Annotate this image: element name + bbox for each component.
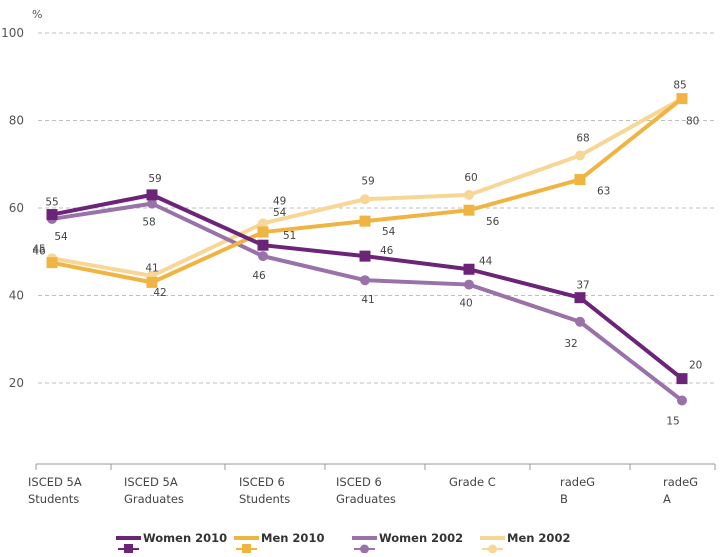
data-point-women-2010-1	[146, 189, 158, 201]
data-point-women-2002-6	[677, 395, 687, 406]
data-label-women-2010-1: 59	[148, 173, 161, 185]
legend-label-women-2010: Women 2010	[143, 531, 227, 545]
data-label-men-2002-2: 49	[273, 195, 286, 207]
legend-marker-men-2002	[488, 544, 497, 554]
data-point-men-2010-3	[359, 215, 371, 227]
data-label-men-2010-0: 45	[32, 244, 45, 256]
data-point-women-2010-5	[574, 292, 586, 304]
data-point-women-2002-3	[360, 275, 370, 286]
data-label-men-2010-5: 63	[597, 186, 610, 198]
data-point-men-2002-5	[575, 150, 585, 161]
legend-marker-men-2010	[242, 544, 251, 553]
data-label-women-2010-3: 46	[380, 245, 394, 257]
x-tick-label-1-1: Graduates	[124, 492, 184, 506]
data-point-men-2010-2	[257, 226, 269, 238]
data-point-women-2010-0	[46, 209, 58, 221]
data-label-men-2010-2: 54	[273, 207, 287, 219]
data-label-women-2002-1: 58	[142, 217, 155, 229]
data-label-women-2002-3: 41	[361, 294, 374, 306]
x-tick-label-3-1: Graduates	[336, 492, 396, 506]
data-label-men-2010-3: 54	[382, 226, 396, 238]
data-label-women-2010-4: 44	[479, 255, 493, 267]
legend-marker-women-2010	[124, 544, 133, 553]
data-point-women-2010-6	[676, 373, 688, 385]
x-tick-label-5-0: radeG	[560, 475, 595, 489]
data-point-men-2010-4	[463, 204, 475, 216]
x-tick-label-0-0: ISCED 5A	[28, 475, 82, 489]
data-label-men-2002-1: 42	[153, 287, 166, 299]
data-label-women-2002-6: 15	[666, 416, 679, 428]
legend-marker-women-2002	[360, 544, 369, 554]
data-label-men-2002-3: 59	[361, 175, 374, 187]
legend-label-women-2002: Women 2002	[379, 531, 463, 545]
data-label-women-2002-4: 40	[459, 298, 472, 310]
data-label-men-2002-6: 80	[686, 116, 699, 128]
data-label-women-2010-5: 37	[576, 280, 589, 292]
data-label-women-2010-0: 55	[45, 197, 58, 209]
data-label-men-2010-1: 41	[145, 262, 158, 274]
y-axis-label: %	[32, 8, 42, 21]
x-tick-label-4-0: Grade C	[449, 475, 496, 489]
data-label-men-2002-4: 60	[464, 172, 477, 184]
data-label-men-2002-0: 46	[32, 245, 46, 257]
data-point-women-2002-1	[147, 198, 157, 209]
x-tick-label-2-1: Students	[239, 492, 290, 506]
data-point-women-2002-2	[258, 251, 268, 262]
x-tick-label-2-0: ISCED 6	[239, 475, 285, 489]
legend-label-men-2010: Men 2010	[261, 531, 324, 545]
data-label-women-2010-6: 20	[689, 360, 702, 372]
x-tick-label-1-0: ISCED 5A	[124, 475, 178, 489]
y-tick-label-40: 40	[9, 289, 24, 303]
data-label-women-2010-2: 51	[283, 230, 296, 242]
y-tick-label-60: 60	[9, 201, 24, 215]
data-label-men-2010-6: 85	[673, 80, 686, 92]
data-label-women-2002-5: 32	[564, 338, 577, 350]
data-point-men-2010-6	[676, 93, 688, 105]
x-tick-label-6-0: radeG	[663, 475, 698, 489]
data-point-men-2010-5	[574, 174, 586, 186]
legend-label-men-2002: Men 2002	[507, 531, 570, 545]
x-tick-label-5-1: B	[560, 492, 568, 506]
data-point-women-2010-3	[359, 250, 371, 262]
data-label-men-2002-5: 68	[576, 133, 589, 145]
data-label-women-2002-2: 46	[252, 270, 266, 282]
data-point-women-2010-4	[463, 263, 475, 275]
y-tick-label-80: 80	[9, 114, 24, 128]
y-tick-label-100: 100	[1, 26, 24, 40]
data-point-women-2002-5	[575, 316, 585, 327]
data-point-men-2002-4	[464, 189, 474, 200]
data-point-men-2002-2	[258, 218, 268, 229]
y-tick-label-20: 20	[9, 376, 24, 390]
data-point-women-2002-4	[464, 279, 474, 290]
data-point-men-2002-3	[360, 194, 370, 205]
x-tick-label-0-1: Students	[28, 492, 79, 506]
x-tick-label-6-1: A	[663, 492, 671, 506]
data-label-women-2002-0: 54	[54, 231, 68, 243]
data-label-men-2010-4: 56	[486, 216, 500, 228]
data-point-women-2010-2	[257, 239, 269, 251]
data-point-men-2010-1	[146, 276, 158, 288]
x-tick-label-3-0: ISCED 6	[336, 475, 382, 489]
data-point-men-2010-0	[46, 257, 58, 269]
